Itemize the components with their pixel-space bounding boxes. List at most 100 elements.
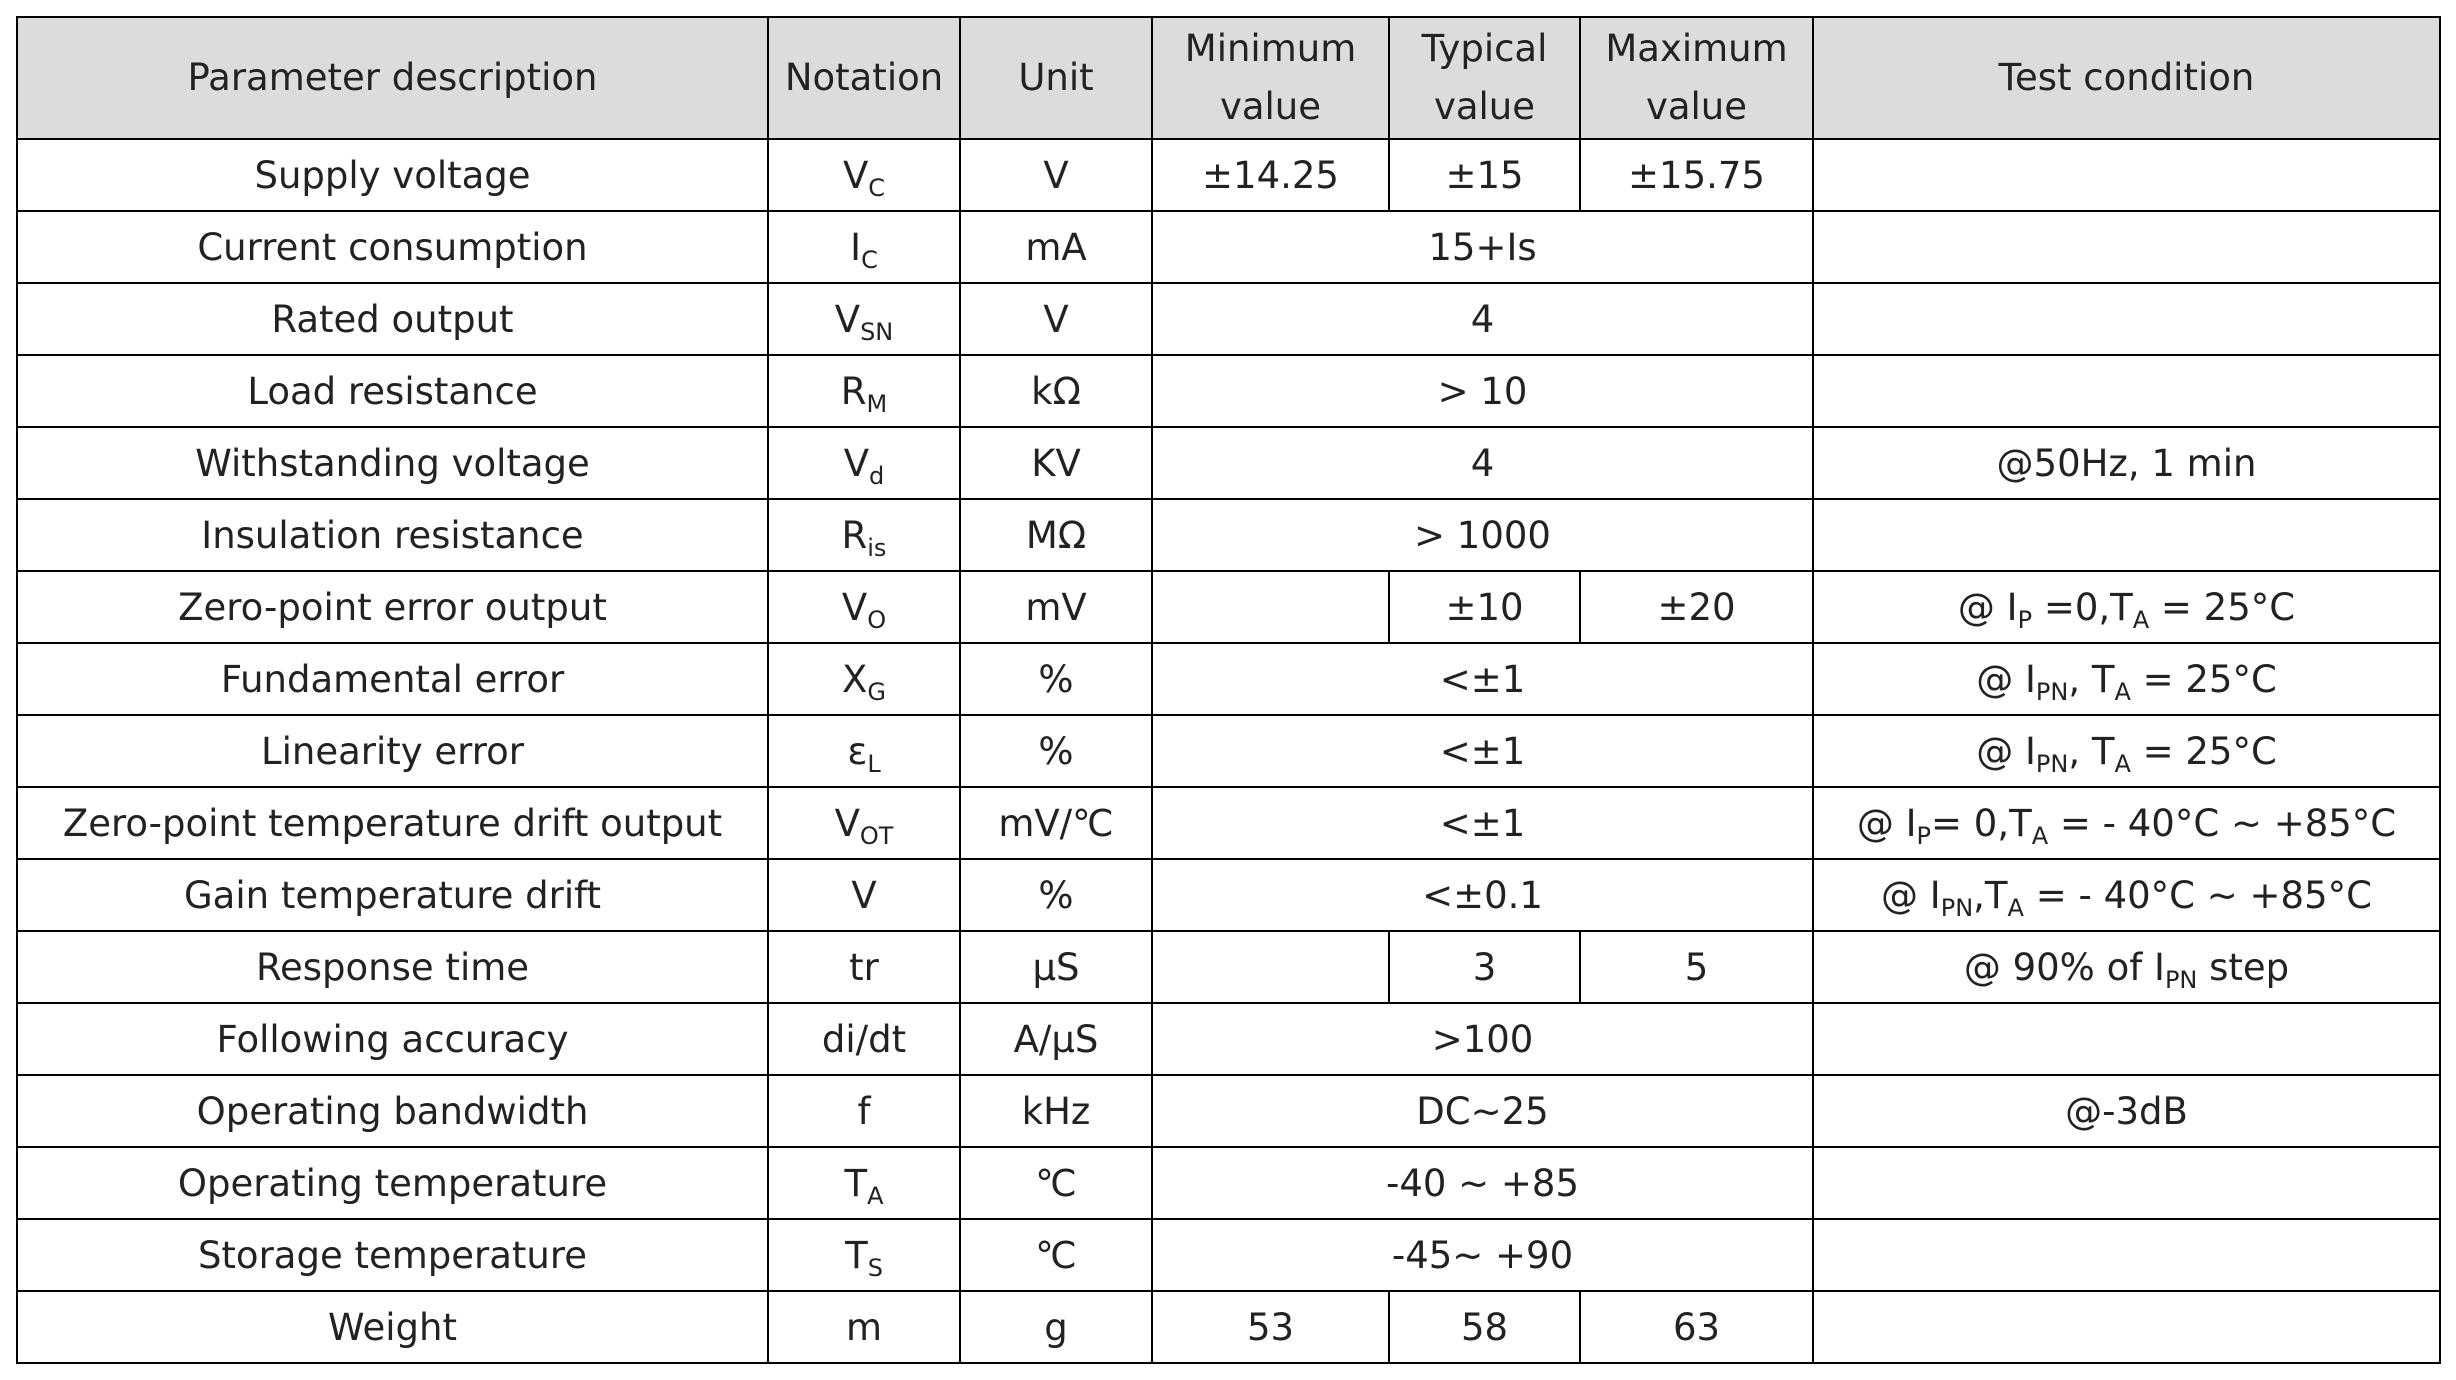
value-cell: > 1000 — [1151, 498, 1814, 572]
text-segment: T — [845, 1233, 868, 1277]
value-cell: 15+Is — [1151, 210, 1814, 284]
condition-cell — [1812, 1146, 2441, 1220]
notation-cell: m — [767, 1290, 961, 1364]
header-row: Parameter description Notation Unit Minimum… — [16, 16, 2441, 140]
text-segment: @ I — [1881, 873, 1941, 917]
text-segment: V — [841, 585, 868, 629]
parameter-cell: Gain temperature drift — [16, 858, 769, 932]
value-cell: 5 — [1579, 930, 1814, 1004]
parameter-cell: Storage temperature — [16, 1218, 769, 1292]
column-header: Maximum value — [1579, 16, 1814, 140]
notation-cell: VOT — [767, 786, 961, 860]
condition-cell: @50Hz, 1 min — [1812, 426, 2441, 500]
notation-cell: VO — [767, 570, 961, 644]
text-segment: V — [843, 441, 870, 485]
subscript: A — [2132, 605, 2150, 634]
text-segment: f — [857, 1089, 871, 1133]
table-row: Following accuracy di/dt A/μS >100 — [16, 1002, 2441, 1076]
parameter-cell: Linearity error — [16, 714, 769, 788]
notation-cell: RM — [767, 354, 961, 428]
notation-cell: f — [767, 1074, 961, 1148]
subscript: L — [867, 749, 881, 778]
value-cell: <±0.1 — [1151, 858, 1814, 932]
unit-cell: % — [959, 714, 1153, 788]
value-cell: -45~ +90 — [1151, 1218, 1814, 1292]
unit-cell: kΩ — [959, 354, 1153, 428]
text-segment: R — [841, 513, 868, 557]
parameter-cell: Current consumption — [16, 210, 769, 284]
condition-cell — [1812, 138, 2441, 212]
unit-cell: mV/℃ — [959, 786, 1153, 860]
value-cell: >100 — [1151, 1002, 1814, 1076]
subscript: PN — [2164, 965, 2198, 994]
condition-cell: @-3dB — [1812, 1074, 2441, 1148]
text-segment: =0,T — [2032, 585, 2133, 629]
text-segment: = 25°C — [2130, 729, 2277, 773]
column-header: Test condition — [1812, 16, 2441, 140]
unit-cell: % — [959, 642, 1153, 716]
parameter-cell: Weight — [16, 1290, 769, 1364]
table-row: Insulation resistance Ris MΩ > 1000 — [16, 498, 2441, 572]
condition-cell — [1812, 354, 2441, 428]
subscript: C — [868, 173, 886, 202]
column-header: Parameter description — [16, 16, 769, 140]
text-segment: = 25°C — [2149, 585, 2296, 629]
condition-cell: @ IP =0,TA = 25°C — [1812, 570, 2441, 644]
subscript: PN — [2035, 677, 2069, 706]
subscript: O — [867, 605, 887, 634]
value-cell: 3 — [1388, 930, 1581, 1004]
subscript: S — [867, 1253, 883, 1282]
unit-cell: mV — [959, 570, 1153, 644]
notation-cell: TA — [767, 1146, 961, 1220]
parameter-cell: Operating temperature — [16, 1146, 769, 1220]
text-segment: , T — [2068, 657, 2115, 701]
text-segment: T — [844, 1161, 868, 1205]
condition-cell: @ IPN, TA = 25°C — [1812, 714, 2441, 788]
table-row: Response time tr μS 3 5 @ 90% of IPN step — [16, 930, 2441, 1004]
subscript: G — [867, 677, 886, 706]
condition-cell — [1812, 1002, 2441, 1076]
value-cell: <±1 — [1151, 714, 1814, 788]
text-segment: = 0,T — [1931, 801, 2032, 845]
notation-cell: IC — [767, 210, 961, 284]
text-segment: = - 40°C ~ +85°C — [2023, 873, 2372, 917]
value-cell: 58 — [1388, 1290, 1581, 1364]
condition-cell — [1812, 1218, 2441, 1292]
subscript: PN — [2035, 749, 2069, 778]
parameter-cell: Withstanding voltage — [16, 426, 769, 500]
condition-cell — [1812, 1290, 2441, 1364]
parameter-cell: Response time — [16, 930, 769, 1004]
subscript: A — [867, 1181, 884, 1210]
text-segment: step — [2197, 945, 2290, 989]
column-header: Minimum value — [1151, 16, 1390, 140]
table-row: Linearity error εL% <±1 @ IPN, TA = 25°C — [16, 714, 2441, 788]
table-body: Supply voltage VC V ±14.25 ±15 ±15.75 Current … — [16, 138, 2441, 1364]
text-segment: , T — [2068, 729, 2115, 773]
subscript: A — [2114, 749, 2131, 778]
text-segment: R — [840, 369, 867, 413]
text-segment: X — [842, 657, 868, 701]
unit-cell: kHz — [959, 1074, 1153, 1148]
value-cell: 63 — [1579, 1290, 1814, 1364]
table-row: Gain temperature drift V% <±0.1 @ IPN,TA = … — [16, 858, 2441, 932]
column-header: Typical value — [1388, 16, 1581, 140]
unit-cell: MΩ — [959, 498, 1153, 572]
value-cell: ±20 — [1579, 570, 1814, 644]
table-row: Withstanding voltage Vd KV 4 @50Hz, 1 min — [16, 426, 2441, 500]
table-row: Storage temperature TS ℃ -45~ +90 — [16, 1218, 2441, 1292]
table-row: Rated output VSN V 4 — [16, 282, 2441, 356]
value-cell: 53 — [1151, 1290, 1390, 1364]
text-segment: V — [834, 297, 861, 341]
unit-cell: % — [959, 858, 1153, 932]
text-segment: @ I — [1976, 657, 2036, 701]
condition-cell: @ IP= 0,TA = - 40°C ~ +85°C — [1812, 786, 2441, 860]
spec-table: Parameter description Notation Unit Minimum… — [16, 16, 2441, 1364]
text-segment: V — [834, 801, 860, 845]
value-cell: ±14.25 — [1151, 138, 1390, 212]
table-row: Zero-point temperature drift output VOT mV… — [16, 786, 2441, 860]
subscript: PN — [1940, 893, 1974, 922]
notation-cell: tr — [767, 930, 961, 1004]
unit-cell: KV — [959, 426, 1153, 500]
notation-cell: V — [767, 858, 961, 932]
